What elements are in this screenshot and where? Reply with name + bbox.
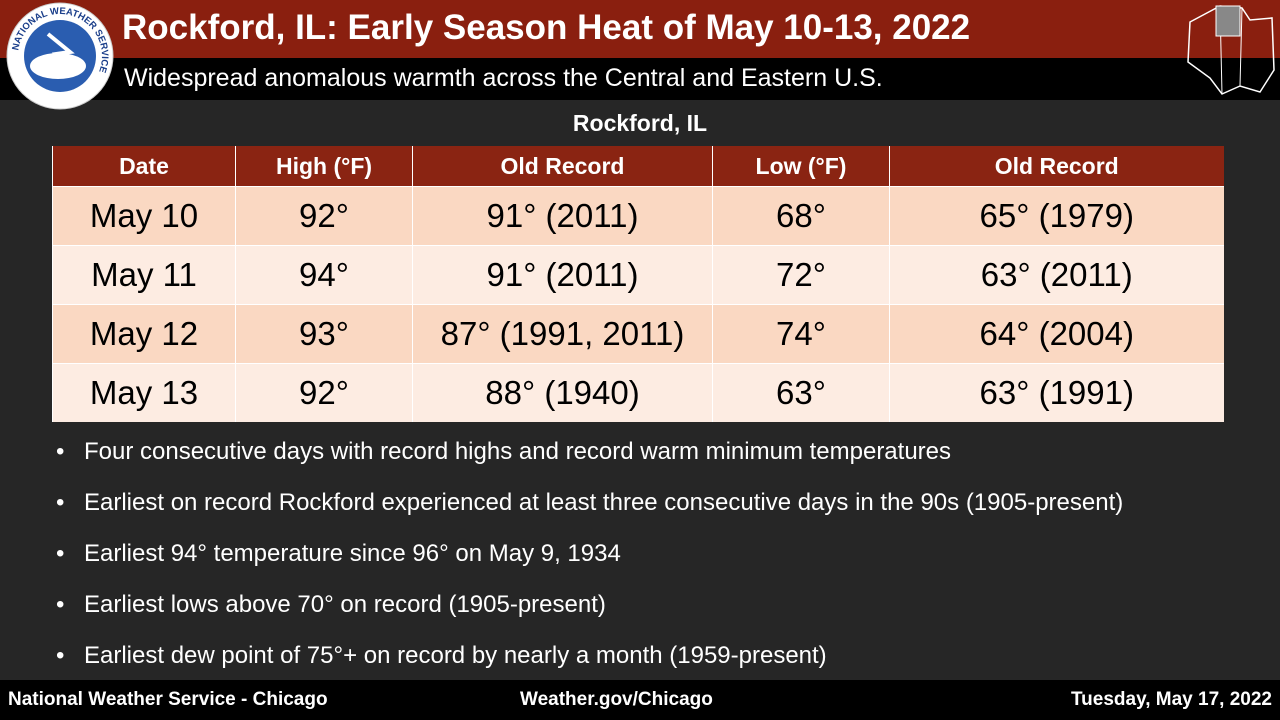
column-header: Old Record [412,146,713,187]
footer-right: Tuesday, May 17, 2022 [1070,689,1272,710]
header-row: Date High (°F) Old Record Low (°F) Old Recor… [52,146,1224,187]
bullet-dot: • [56,591,65,618]
table-cell: 94° [235,245,413,305]
table-cell: May 10 [52,186,236,246]
table-caption: Rockford, IL [572,110,708,136]
table-cell: May 13 [52,363,236,422]
bullet-list: • Four consecutive days with record highs… [56,434,1123,689]
column-header: Low (°F) [712,146,890,187]
title-bar [0,0,1280,58]
table-cell: 74° [712,304,890,364]
bullet-item: • Four consecutive days with record highs… [56,434,1123,485]
table-cell: 63° (1991) [889,363,1224,422]
cwa-area [1215,5,1241,37]
records-table: Date High (°F) Old Record Low (°F) Old Recor… [52,146,1224,422]
table-cell: May 12 [52,304,236,364]
table-row: May 12 93° 87° (1991, 2011) 74° 64° (2004) [52,304,1224,364]
table-row: May 13 92° 88° (1940) 63° 63° (1991) [52,363,1224,422]
bullet-dot: • [56,642,65,669]
column-header: Date [52,146,236,187]
footer-center: Weather.gov/Chicago [520,689,713,710]
bullet-item: • Earliest 94° temperature since 96° on M… [56,536,1123,587]
table-cell: 68° [712,186,890,246]
bullet-item: • Earliest on record Rockford experienced… [56,485,1123,536]
nws-logo: NATIONAL WEATHER SERVICE [6,2,114,110]
subtitle-bar [0,58,1280,100]
logo-bolt [46,32,78,76]
table-cell: 63° (2011) [889,245,1224,305]
bullet-item: • Earliest dew point of 75°+ on record by… [56,638,1123,689]
column-header: High (°F) [235,146,413,187]
table-cell: 65° (1979) [889,186,1224,246]
table-cell: May 11 [52,245,236,305]
bullet-item: • Earliest lows above 70° on record (1905… [56,587,1123,638]
bullet-text: Earliest lows above 70° on record (1905-… [84,591,606,618]
table-row: May 10 92° 91° (2011) 68° 65° (1979) [52,186,1224,246]
table-cell: 64° (2004) [889,304,1224,364]
bullet-text: Earliest 94° temperature since 96° on Ma… [84,540,621,567]
table-cell: 87° (1991, 2011) [412,304,713,364]
table-cell: 92° [235,186,413,246]
table-body: May 10 92° 91° (2011) 68° 65° (1979) May 11 94… [52,186,1224,422]
bullet-text: Four consecutive days with record highs … [84,438,952,465]
table-row: May 11 94° 91° (2011) 72° 63° (2011) [52,245,1224,305]
table-cell: 93° [235,304,413,364]
table-cell: 91° (2011) [412,186,713,246]
bullet-dot: • [56,540,65,567]
table-cell: 88° (1940) [412,363,713,422]
bullet-dot: • [56,438,65,465]
table-cell: 72° [712,245,890,305]
table-cell: 63° [712,363,890,422]
subtitle: Widespread anomalous warmth across the C… [124,64,883,92]
footer: National Weather Service - Chicago Weath… [0,680,1280,720]
bullet-text: Earliest on record Rockford experienced … [84,489,1124,516]
column-header: Old Record [889,146,1224,187]
footer-left: National Weather Service - Chicago [8,689,328,710]
bullet-dot: • [56,489,65,516]
title: Rockford, IL: Early Season Heat of May 1… [122,8,971,47]
table-cell: 92° [235,363,413,422]
bullet-text: Earliest dew point of 75°+ on record by … [84,642,827,669]
table-cell: 91° (2011) [412,245,713,305]
region-map [1187,5,1275,95]
